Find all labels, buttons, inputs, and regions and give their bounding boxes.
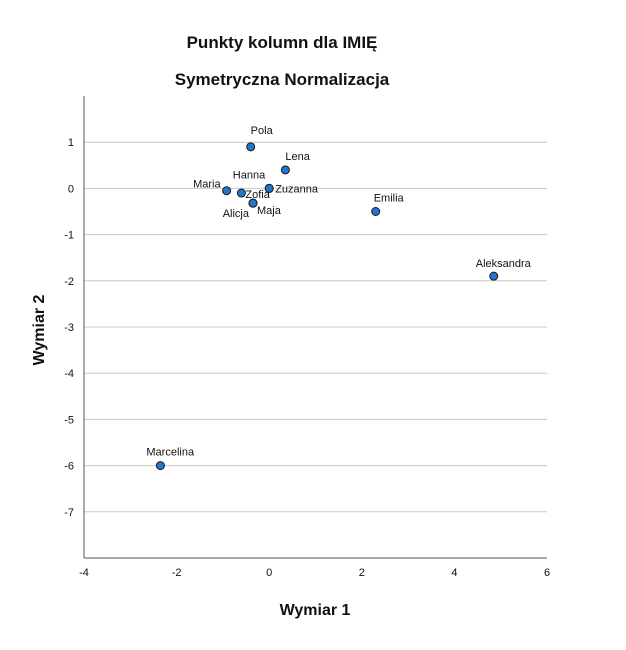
y-tick-label: 1 xyxy=(68,137,74,149)
y-tick-label: -1 xyxy=(64,230,74,242)
x-tick-label: -2 xyxy=(172,567,182,579)
y-tick-label: -7 xyxy=(64,507,74,519)
data-point-aleksandra xyxy=(489,271,499,281)
point-label-hanna: Hanna xyxy=(233,169,266,181)
y-axis-title: Wymiar 2 xyxy=(31,294,48,365)
chart-subtitle: Symetryczna Normalizacja xyxy=(175,70,390,89)
point-label-maria: Maria xyxy=(193,179,221,191)
point-label-marcelina: Marcelina xyxy=(146,447,195,459)
x-tick-label: 2 xyxy=(359,567,365,579)
data-point-emilia xyxy=(371,207,381,216)
y-tick-label: -4 xyxy=(64,368,74,380)
axes xyxy=(83,96,547,559)
data-point-zofia xyxy=(236,188,246,198)
tick-labels: 1 0 -1 -2 -3 -4 -5 -6 -7 -4 -2 0 2 4 6 xyxy=(64,137,550,579)
y-tick-label: 0 xyxy=(68,183,74,195)
data-point-marcelina xyxy=(155,461,165,471)
point-labels: Pola Lena Hanna Maria Zofia Zuzanna Alicja Maja… xyxy=(146,125,531,459)
point-label-alicja: Alicja xyxy=(223,208,250,220)
y-tick-label: -5 xyxy=(64,414,74,426)
x-axis-title: Wymiar 1 xyxy=(280,602,351,619)
data-point-zuzanna xyxy=(264,183,274,193)
point-label-zuzanna: Zuzanna xyxy=(275,183,319,195)
y-tick-label: -2 xyxy=(64,276,74,288)
point-label-maja: Maja xyxy=(257,205,282,217)
data-point-pola xyxy=(246,142,256,152)
data-point-maja xyxy=(248,198,258,208)
point-label-pola: Pola xyxy=(251,125,274,137)
x-tick-label: 4 xyxy=(451,567,457,579)
grid xyxy=(84,141,547,513)
x-tick-label: 6 xyxy=(544,567,550,579)
point-label-lena: Lena xyxy=(285,151,310,163)
data-points xyxy=(155,142,499,471)
point-label-emilia: Emilia xyxy=(374,193,405,205)
chart-title: Punkty kolumn dla IMIĘ xyxy=(187,33,378,52)
point-label-zofia: Zofia xyxy=(245,189,270,201)
y-tick-label: -6 xyxy=(64,461,74,473)
x-tick-label: 0 xyxy=(266,567,272,579)
data-point-maria xyxy=(222,186,232,196)
y-tick-label: -3 xyxy=(64,322,74,334)
x-tick-label: -4 xyxy=(79,567,89,579)
data-point-lena xyxy=(280,165,290,175)
point-label-aleksandra: Aleksandra xyxy=(476,258,532,270)
